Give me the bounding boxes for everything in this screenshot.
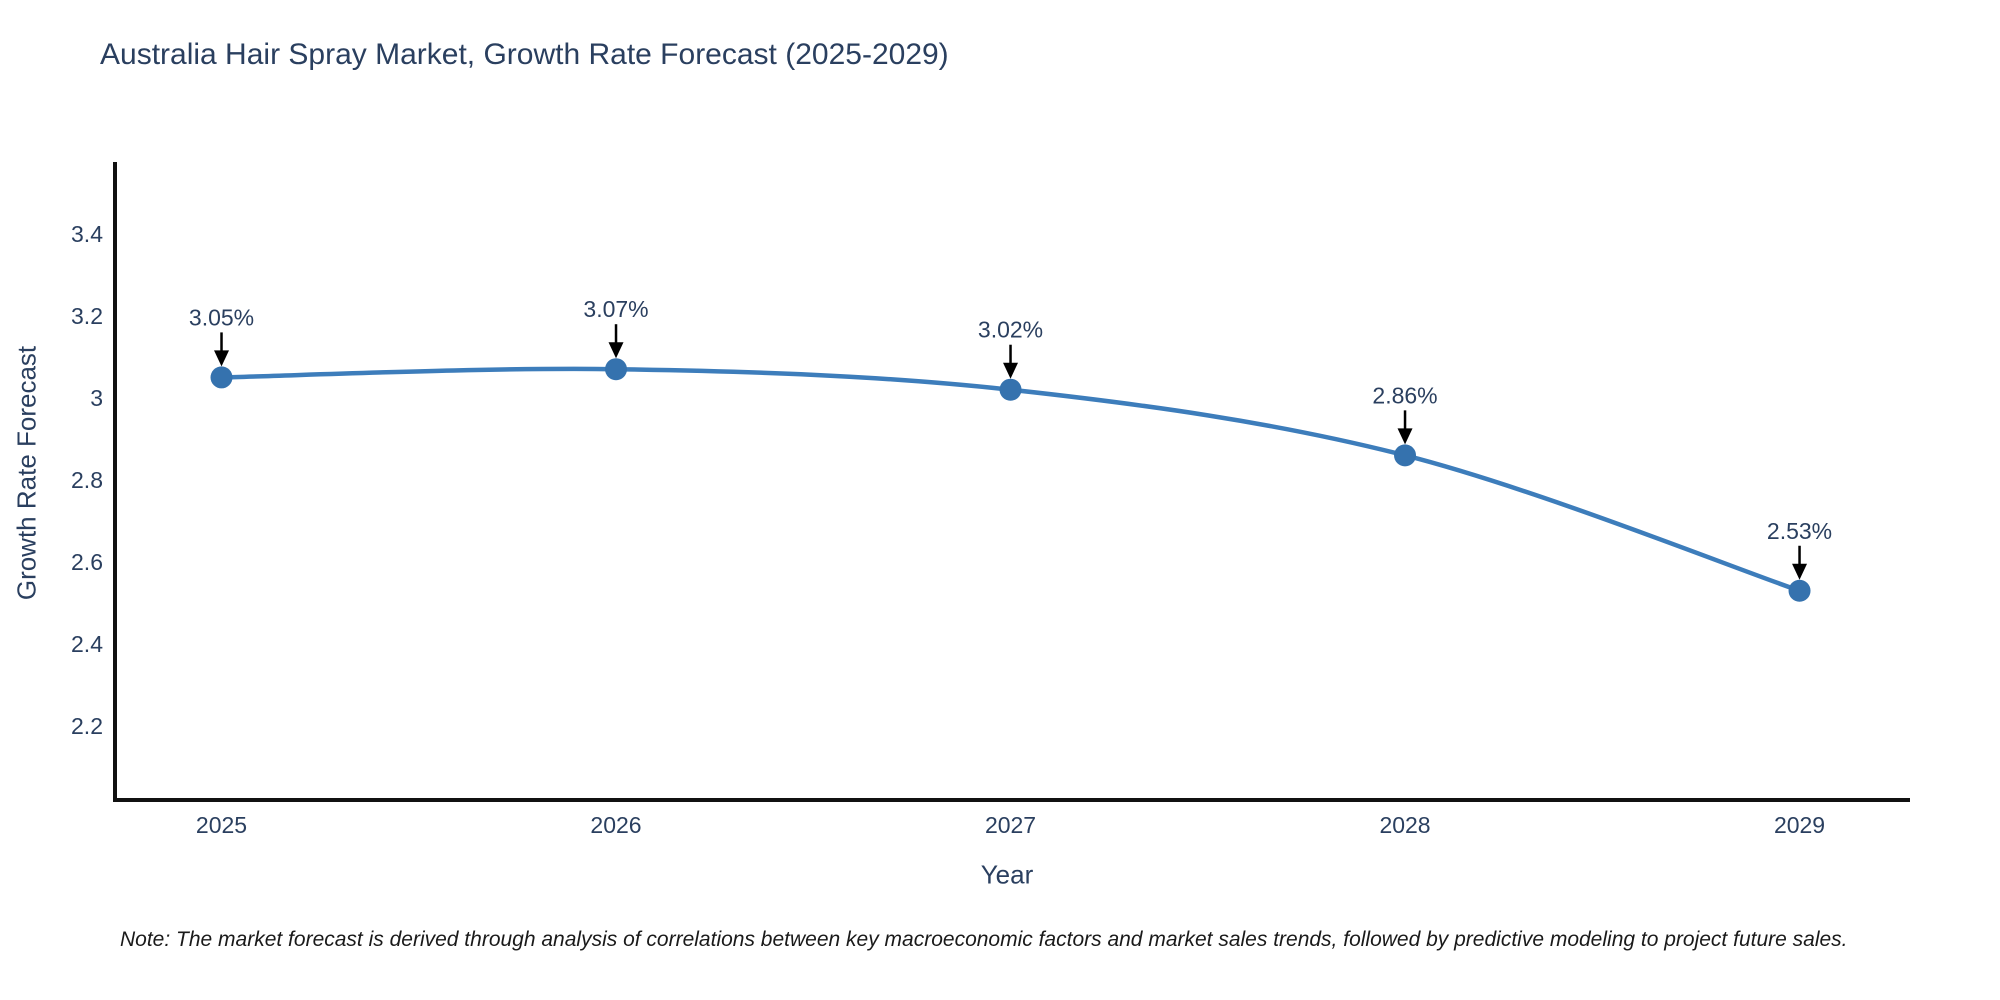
x-axis-title: Year — [980, 859, 1034, 890]
footnote: Note: The market forecast is derived thr… — [120, 928, 1848, 951]
data-point-marker — [1788, 579, 1811, 602]
data-point-marker — [605, 358, 628, 381]
y-tick-label: 2.8 — [71, 467, 103, 493]
point-annotation-label: 2.86% — [1372, 382, 1437, 408]
x-tick-label: 2025 — [196, 812, 247, 838]
series-line — [219, 366, 1802, 594]
point-annotation-label: 3.02% — [978, 317, 1043, 343]
x-tick-label: 2029 — [1774, 812, 1825, 838]
x-tick-label: 2028 — [1379, 812, 1430, 838]
annotation-arrowhead — [1003, 362, 1019, 379]
x-tick-label: 2027 — [985, 812, 1036, 838]
point-annotation-label: 3.07% — [583, 296, 648, 322]
y-tick-label: 3.4 — [71, 221, 103, 247]
data-point-marker — [210, 366, 233, 389]
x-tick-label: 2026 — [590, 812, 641, 838]
y-tick-label: 2.6 — [71, 549, 103, 575]
y-tick-label: 2.4 — [71, 631, 103, 657]
annotation-arrowhead — [1397, 428, 1413, 445]
y-tick-label: 2.2 — [71, 713, 103, 739]
chart-title: Australia Hair Spray Market, Growth Rate… — [100, 38, 949, 71]
y-tick-label: 3.2 — [71, 303, 103, 329]
y-tick-label: 3 — [90, 385, 103, 411]
data-point-marker — [1394, 444, 1417, 467]
annotation-arrowhead — [1792, 563, 1808, 580]
data-point-marker — [999, 378, 1022, 401]
point-annotation-label: 2.53% — [1767, 518, 1832, 544]
point-annotation-label: 3.05% — [189, 304, 254, 330]
annotation-arrowhead — [608, 342, 624, 359]
annotation-arrowhead — [214, 350, 230, 367]
